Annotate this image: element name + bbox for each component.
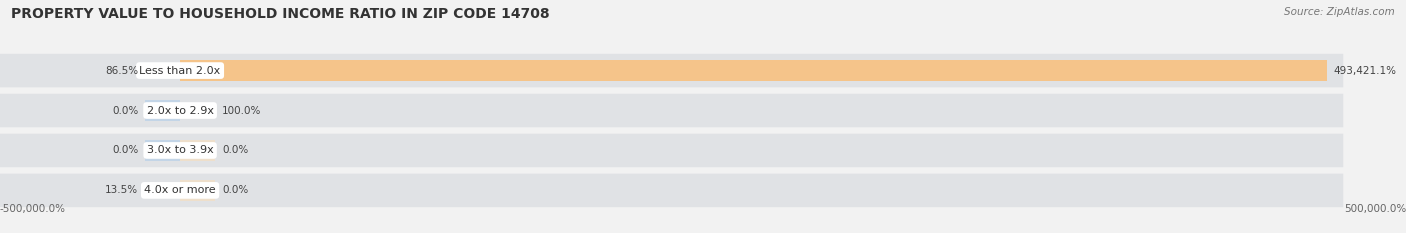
Bar [180, 60, 215, 81]
Bar [180, 140, 215, 161]
Bar [145, 180, 180, 201]
Text: 493,421.1%: 493,421.1% [1334, 65, 1396, 75]
Text: 0.0%: 0.0% [222, 185, 249, 195]
Text: Less than 2.0x: Less than 2.0x [139, 65, 221, 75]
Text: 0.0%: 0.0% [112, 106, 138, 116]
Text: 2.0x to 2.9x: 2.0x to 2.9x [146, 106, 214, 116]
Text: 100.0%: 100.0% [222, 106, 262, 116]
Bar [145, 140, 180, 161]
Text: Source: ZipAtlas.com: Source: ZipAtlas.com [1284, 7, 1395, 17]
Text: -500,000.0%: -500,000.0% [0, 204, 66, 214]
Text: 13.5%: 13.5% [105, 185, 138, 195]
Bar [145, 100, 180, 121]
Bar [180, 180, 215, 201]
Bar [180, 100, 215, 121]
Text: 0.0%: 0.0% [222, 145, 249, 155]
Text: 500,000.0%: 500,000.0% [1344, 204, 1406, 214]
FancyBboxPatch shape [0, 94, 1343, 127]
Text: 4.0x or more: 4.0x or more [145, 185, 217, 195]
FancyBboxPatch shape [0, 134, 1343, 167]
FancyBboxPatch shape [0, 54, 1343, 87]
Bar [180, 60, 1327, 81]
Bar [145, 60, 180, 81]
Text: PROPERTY VALUE TO HOUSEHOLD INCOME RATIO IN ZIP CODE 14708: PROPERTY VALUE TO HOUSEHOLD INCOME RATIO… [11, 7, 550, 21]
Text: 0.0%: 0.0% [112, 145, 138, 155]
Text: 3.0x to 3.9x: 3.0x to 3.9x [146, 145, 214, 155]
FancyBboxPatch shape [0, 174, 1343, 207]
Text: 86.5%: 86.5% [105, 65, 138, 75]
